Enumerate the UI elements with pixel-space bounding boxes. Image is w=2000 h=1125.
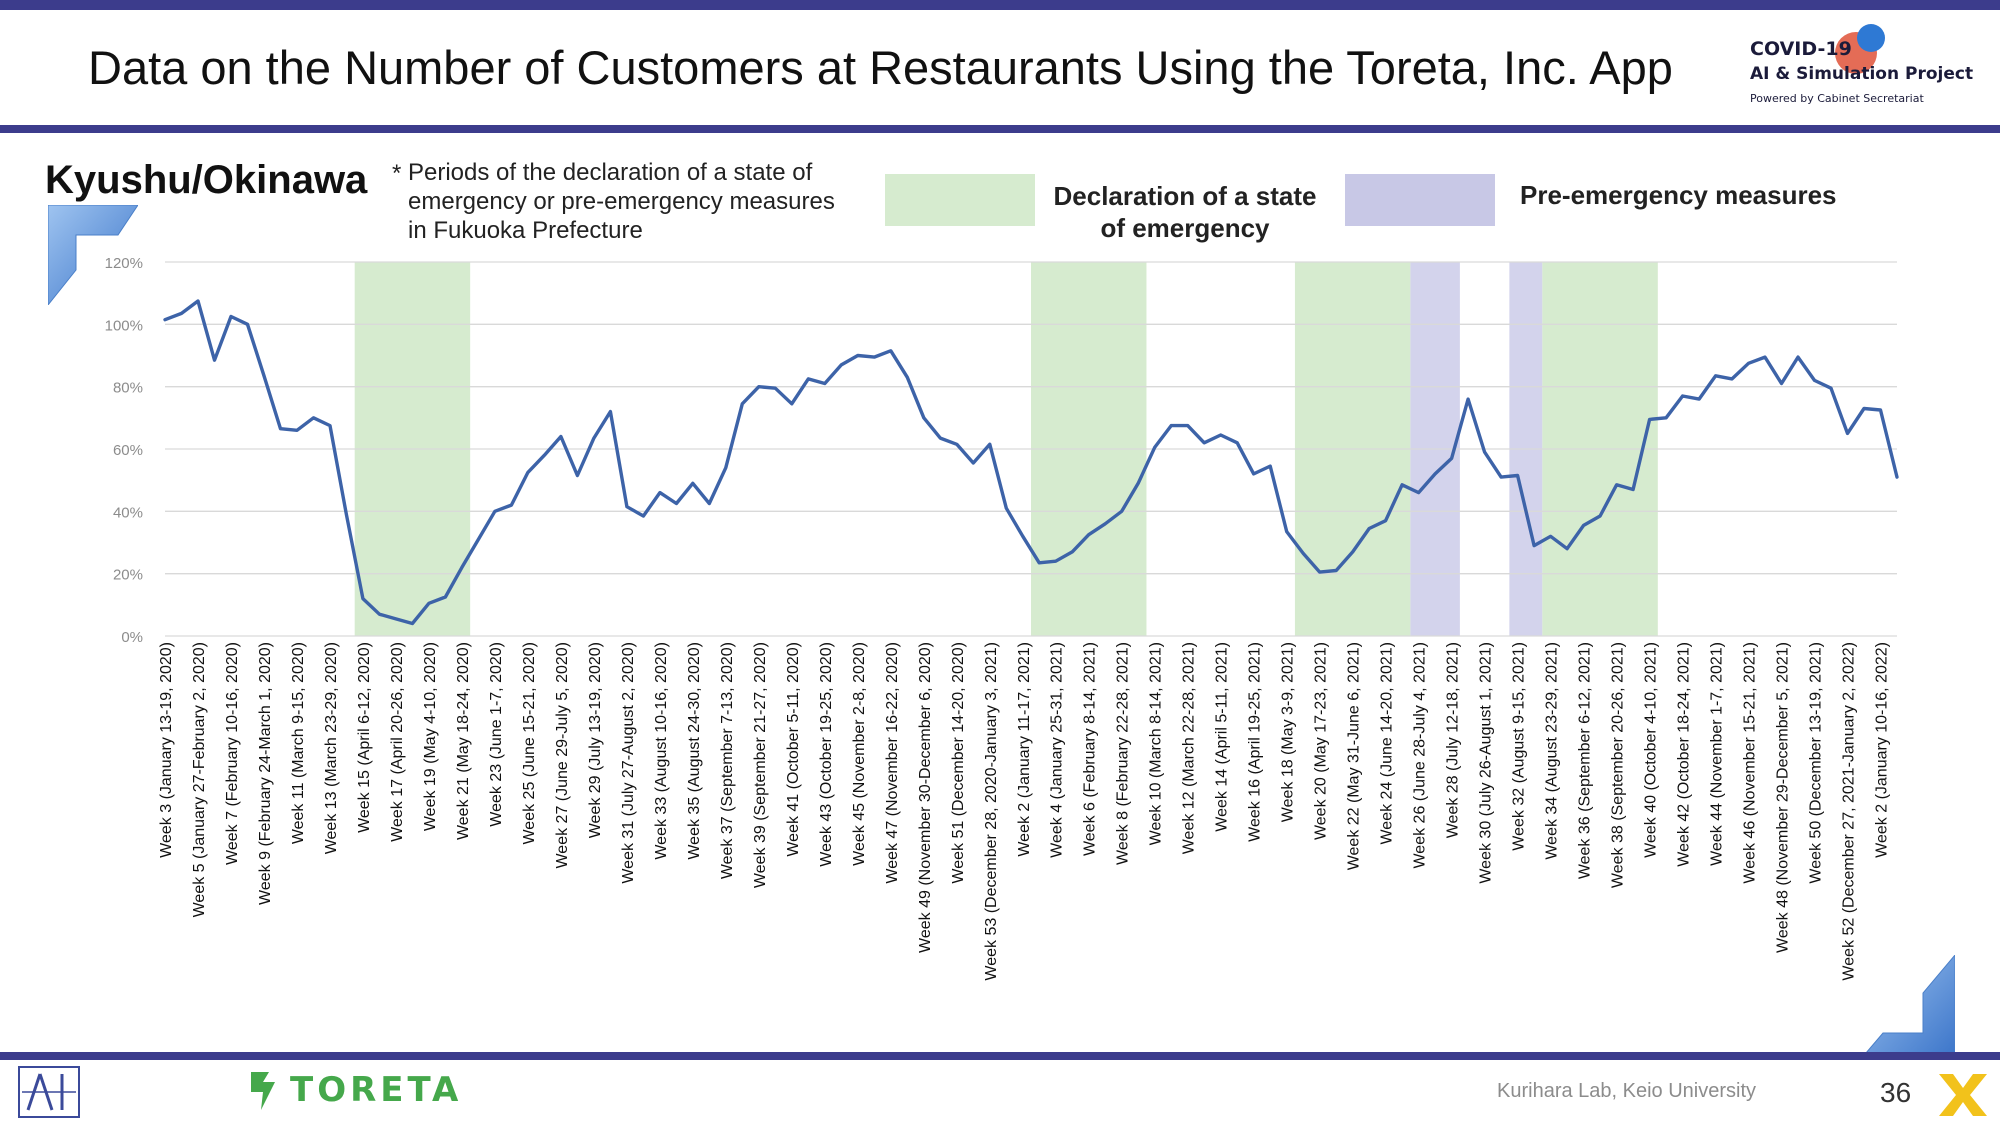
- x-tick-label: Week 21 (May 18-24, 2020): [455, 642, 472, 840]
- top-bar: [0, 0, 2000, 10]
- x-tick-label: Week 20 (May 17-23, 2021): [1313, 642, 1330, 840]
- legend-emergency-swatch: [885, 174, 1035, 226]
- logo-line2: AI & Simulation Project: [1750, 64, 1974, 84]
- x-tick-label: Week 16 (April 19-25, 2021): [1247, 642, 1264, 842]
- x-tick-label: Week 46 (November 15-21, 2021): [1742, 642, 1759, 884]
- page-title: Data on the Number of Customers at Resta…: [88, 41, 1673, 94]
- x-tick-label: Week 28 (July 12-18, 2021): [1445, 642, 1462, 838]
- x-tick-label: Week 52 (December 27, 2021-January 2, 20…: [1841, 642, 1858, 981]
- x-tick-label: Week 37 (September 7-13, 2020): [719, 642, 736, 879]
- x-tick-label: Week 40 (October 4-10, 2021): [1643, 642, 1660, 858]
- toreta-logo-icon: [251, 1072, 275, 1110]
- x-tick-label: Week 6 (February 8-14, 2021): [1082, 642, 1099, 856]
- x-tick-label: Week 9 (February 24-March 1, 2020): [257, 642, 274, 905]
- x-tick-label: Week 32 (August 9-15, 2021): [1511, 642, 1528, 851]
- x-tick-label: Week 30 (July 26-August 1, 2021): [1478, 642, 1495, 884]
- x-tick-label: Week 53 (December 28, 2020-January 3, 20…: [983, 642, 1000, 981]
- x-tick-label: Week 23 (June 1-7, 2020): [488, 642, 505, 827]
- x-tick-label: Week 14 (April 5-11, 2021): [1214, 642, 1231, 832]
- x-tick-label: Week 33 (August 10-16, 2020): [653, 642, 670, 860]
- x-tick-label: Week 8 (February 22-28, 2021): [1115, 642, 1132, 865]
- x-tick-label: Week 34 (August 23-29, 2021): [1544, 642, 1561, 860]
- x-tick-label: Week 13 (March 23-29, 2020): [323, 642, 340, 854]
- line-chart: 0% 20% 40% 60% 80% 100% 120% Week 3 (January 13…: [105, 255, 1899, 981]
- x-tick-label: Week 11 (March 9-15, 2020): [290, 642, 307, 844]
- y-tick-label: 0%: [121, 629, 143, 646]
- y-tick-label: 40%: [113, 504, 143, 521]
- y-tick-label: 80%: [113, 380, 143, 397]
- y-tick-label: 20%: [113, 567, 143, 584]
- y-tick-label: 100%: [105, 317, 143, 334]
- x-tick-label: Week 22 (May 31-June 6, 2021): [1346, 642, 1363, 870]
- x-tick-label: Week 44 (November 1-7, 2021): [1709, 642, 1726, 866]
- footer-divider: [0, 1052, 2000, 1060]
- x-tick-label: Week 50 (December 13-19, 2021): [1808, 642, 1825, 884]
- x-tick-label: Week 48 (November 29-December 5, 2021): [1775, 642, 1792, 953]
- x-tick-label: Week 35 (August 24-30, 2020): [686, 642, 703, 860]
- page-number: 36: [1880, 1077, 1912, 1108]
- logo-line3: Powered by Cabinet Secretariat: [1750, 92, 1924, 105]
- project-logo: COVID-19 AI & Simulation Project Powered…: [1745, 22, 1985, 117]
- header-divider: [0, 125, 2000, 133]
- x-tick-label: Week 49 (November 30-December 6, 2020): [917, 642, 934, 953]
- y-tick-label: 120%: [105, 255, 143, 272]
- x-tick-label: Week 36 (September 6-12, 2021): [1577, 642, 1594, 879]
- toreta-brand: TORETA: [290, 1070, 463, 1110]
- x-tick-label: Week 19 (May 4-10, 2020): [422, 642, 439, 831]
- x-tick-label: Week 5 (January 27-February 2, 2020): [191, 642, 208, 917]
- series-line: [163, 299, 1899, 626]
- x-tick-label: Week 27 (June 29-July 5, 2020): [554, 642, 571, 869]
- x-logo-icon: [1939, 1074, 1987, 1116]
- x-tick-label: Week 10 (March 8-14, 2021): [1148, 642, 1165, 845]
- lab-credit: Kurihara Lab, Keio University: [1497, 1080, 1757, 1102]
- x-tick-label: Week 41 (October 5-11, 2020): [785, 642, 802, 857]
- note-asterisk: *: [392, 160, 402, 187]
- x-tick-label: Week 51 (December 14-20, 2020): [950, 642, 967, 884]
- keio-lab-logo: [18, 1066, 80, 1118]
- x-tick-label: Week 4 (January 25-31, 2021): [1049, 642, 1066, 858]
- x-tick-label: Week 15 (April 6-12, 2020): [356, 642, 373, 833]
- x-tick-label: Week 25 (June 15-21, 2020): [521, 642, 538, 845]
- x-tick-label: Week 45 (November 2-8, 2020): [851, 642, 868, 866]
- corner-decoration-bottom-right: [1859, 955, 1955, 1060]
- logo-blue-circle: [1857, 24, 1885, 52]
- legend-pre-emergency-swatch: [1345, 174, 1495, 226]
- x-tick-label: Week 26 (June 28-July 4, 2021): [1412, 642, 1429, 869]
- x-tick-label: Week 38 (September 20-26, 2021): [1610, 642, 1627, 888]
- x-tick-label: Week 31 (July 27-August 2, 2020): [620, 642, 637, 884]
- x-tick-label: Week 2 (January 11-17, 2021): [1016, 642, 1033, 857]
- x-tick-label: Week 24 (June 14-20, 2021): [1379, 642, 1396, 845]
- legend-emergency-label: Declaration of a state of emergency: [1053, 181, 1317, 243]
- x-tick-label: Week 2 (January 10-16, 2022): [1874, 642, 1891, 858]
- x-tick-label: Week 17 (April 20-26, 2020): [389, 642, 406, 842]
- legend-pre-emergency-label: Pre-emergency measures: [1520, 180, 1837, 210]
- x-tick-label: Week 47 (November 16-22, 2020): [884, 642, 901, 884]
- x-tick-label: Week 39 (September 21-27, 2020): [752, 642, 769, 888]
- logo-line1: COVID-19: [1750, 38, 1852, 60]
- y-tick-label: 60%: [113, 442, 143, 459]
- x-tick-label: Week 7 (February 10-16, 2020): [224, 642, 241, 865]
- x-tick-label: Week 3 (January 13-19, 2020): [158, 642, 175, 858]
- x-tick-label: Week 42 (October 18-24, 2021): [1676, 642, 1693, 867]
- corner-decoration-top-left: [48, 205, 138, 305]
- x-tick-label: Week 18 (May 3-9, 2021): [1280, 642, 1297, 822]
- shading-note: Periods of the declaration of a state of…: [408, 159, 835, 244]
- x-tick-label: Week 12 (March 22-28, 2021): [1181, 642, 1198, 854]
- region-title: Kyushu/Okinawa: [45, 158, 368, 202]
- x-tick-label: Week 43 (October 19-25, 2020): [818, 642, 835, 867]
- x-tick-label: Week 29 (July 13-19, 2020): [587, 642, 604, 838]
